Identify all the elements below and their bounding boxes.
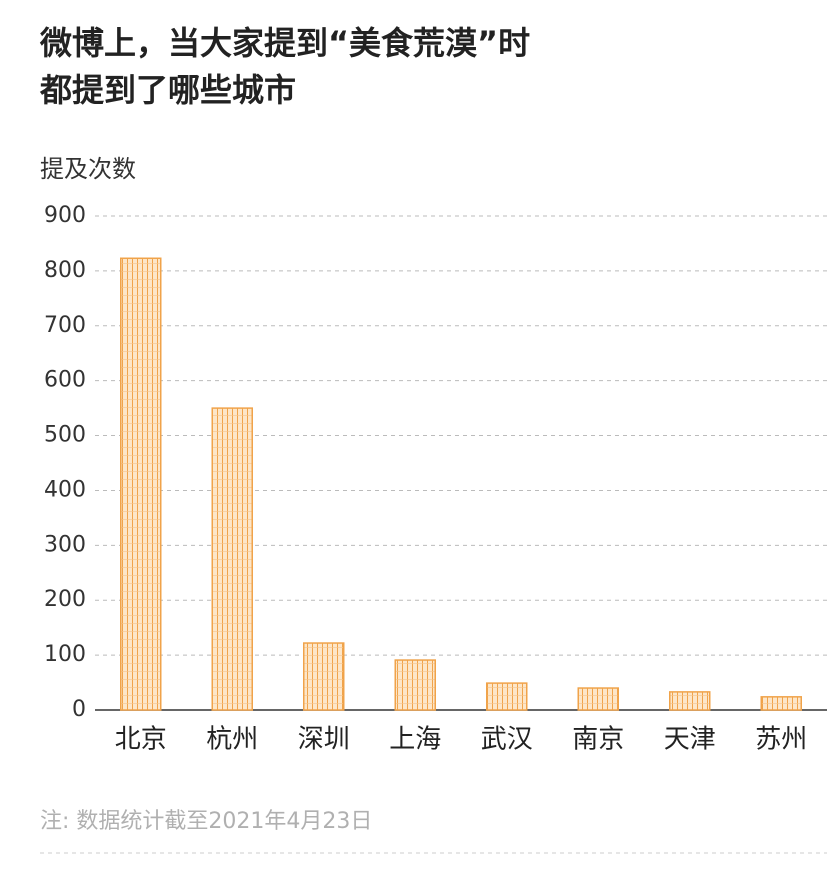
x-tick-label: 武汉	[481, 725, 533, 755]
bar	[394, 659, 436, 711]
bar	[211, 407, 253, 711]
y-axis-label: 提及次数	[40, 155, 136, 183]
y-tick-label: 100	[44, 642, 86, 667]
chart-title: 微博上，当大家提到“美食荒漠”时	[39, 24, 530, 62]
bar	[760, 696, 802, 711]
bar	[303, 642, 345, 711]
bar	[577, 687, 619, 711]
y-tick-label: 300	[44, 532, 86, 557]
x-tick-label: 杭州	[206, 725, 258, 755]
y-tick-label: 0	[72, 697, 86, 722]
y-tick-label: 500	[44, 423, 86, 448]
x-tick-label: 苏州	[755, 725, 807, 755]
bar	[486, 682, 528, 711]
x-tick-label: 北京	[115, 725, 167, 755]
y-tick-label: 800	[44, 258, 86, 283]
x-tick-label: 深圳	[298, 725, 350, 755]
bar	[120, 257, 162, 711]
x-tick-label: 天津	[664, 725, 716, 755]
note: 注: 数据统计截至2021年4月23日	[40, 809, 372, 834]
bar	[669, 691, 711, 711]
y-tick-label: 400	[44, 477, 86, 502]
y-tick-label: 200	[44, 587, 86, 612]
y-tick-label: 900	[44, 203, 86, 228]
x-tick-label: 南京	[572, 725, 624, 755]
y-tick-label: 600	[44, 368, 86, 393]
y-tick-label: 700	[44, 313, 86, 338]
x-tick-label: 上海	[389, 725, 441, 755]
chart-title: 都提到了哪些城市	[39, 71, 296, 109]
